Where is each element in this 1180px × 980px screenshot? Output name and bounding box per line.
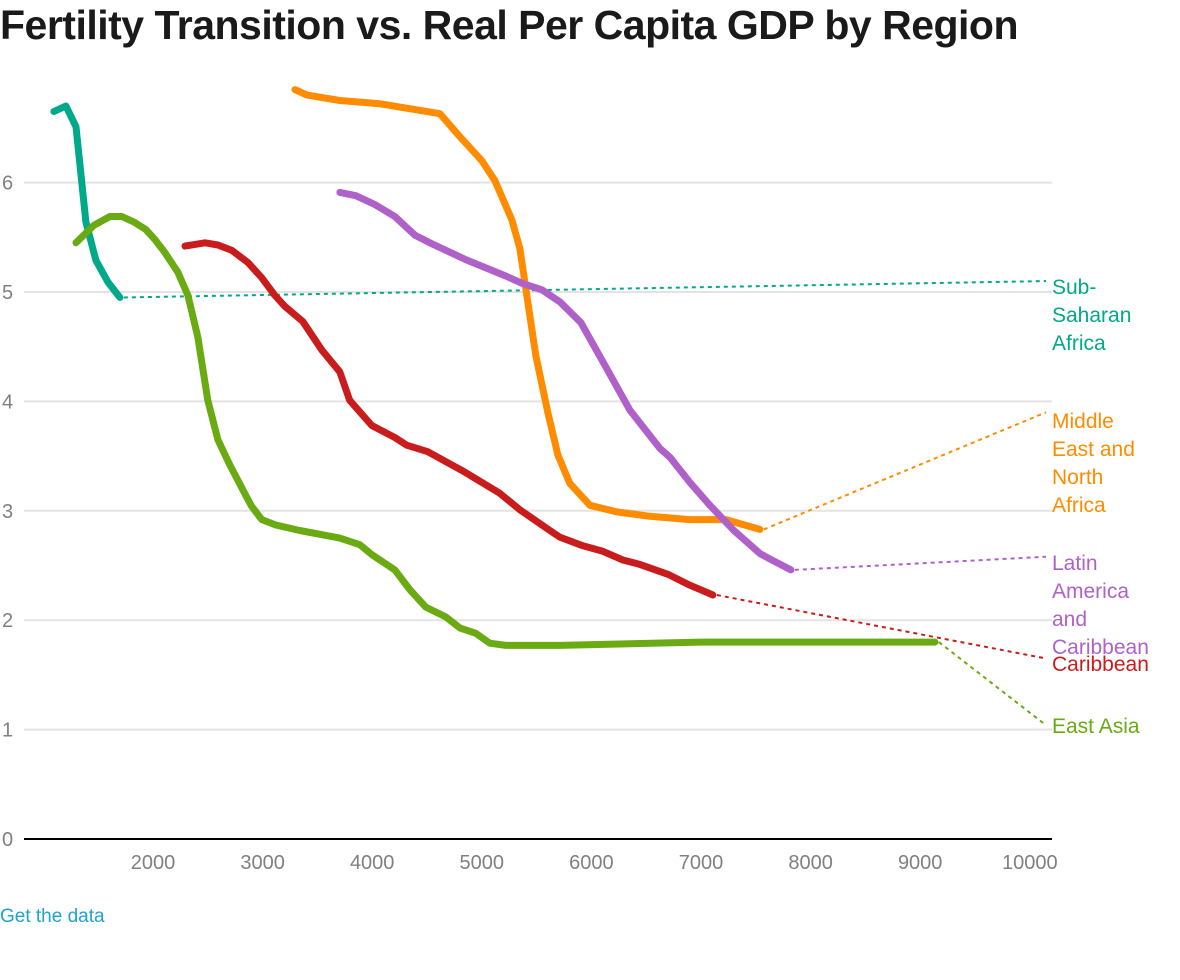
series-line xyxy=(291,86,764,533)
series-label: and xyxy=(1052,608,1087,631)
series-label: Caribbean xyxy=(1052,653,1149,676)
label-leader-line xyxy=(938,641,1047,727)
y-tick-label: 0 xyxy=(2,829,13,851)
series-lines xyxy=(50,86,939,649)
series-label: Africa xyxy=(1052,332,1106,355)
x-tick-label: 4000 xyxy=(350,852,395,874)
x-tick-label: 10000 xyxy=(1002,852,1058,874)
label-leader-line xyxy=(763,411,1047,531)
y-axis-ticks: 0 1 2 3 4 5 6 xyxy=(2,173,13,851)
series-labels: Sub- Saharan Africa Middle East and North Afri… xyxy=(1052,276,1149,738)
series-label: East and xyxy=(1052,438,1135,461)
series-label: North xyxy=(1052,466,1103,489)
x-axis-ticks: 2000 3000 4000 5000 6000 7000 8000 9000 10000 xyxy=(131,852,1058,874)
y-tick-label: 5 xyxy=(2,282,13,304)
series-line xyxy=(336,188,795,574)
series-line xyxy=(72,213,939,649)
series-label: Latin xyxy=(1052,552,1098,575)
x-tick-label: 5000 xyxy=(460,852,505,874)
x-tick-label: 7000 xyxy=(679,852,724,874)
series-line xyxy=(50,102,124,301)
label-leader-line xyxy=(794,555,1047,571)
series-line xyxy=(181,239,717,599)
y-tick-label: 2 xyxy=(2,610,13,632)
series-label: Africa xyxy=(1052,494,1106,517)
y-tick-label: 6 xyxy=(2,173,13,195)
chart-title: Fertility Transition vs. Real Per Capita… xyxy=(0,2,1019,48)
series-label: East Asia xyxy=(1052,715,1140,738)
x-tick-label: 8000 xyxy=(788,852,833,874)
series-label: Sub- xyxy=(1052,276,1096,299)
get-the-data-link[interactable]: Get the data xyxy=(0,906,105,927)
series-label: Saharan xyxy=(1052,304,1131,327)
series-label: Caribbean xyxy=(1052,636,1149,659)
x-tick-label: 9000 xyxy=(898,852,943,874)
y-tick-label: 4 xyxy=(2,391,13,413)
x-tick-label: 6000 xyxy=(569,852,614,874)
series-label: America xyxy=(1052,580,1129,603)
series-label: Middle xyxy=(1052,410,1114,433)
y-tick-label: 3 xyxy=(2,501,13,523)
x-tick-label: 3000 xyxy=(240,852,285,874)
y-tick-label: 1 xyxy=(2,720,13,742)
x-tick-label: 2000 xyxy=(131,852,176,874)
label-leader-line xyxy=(716,594,1047,660)
